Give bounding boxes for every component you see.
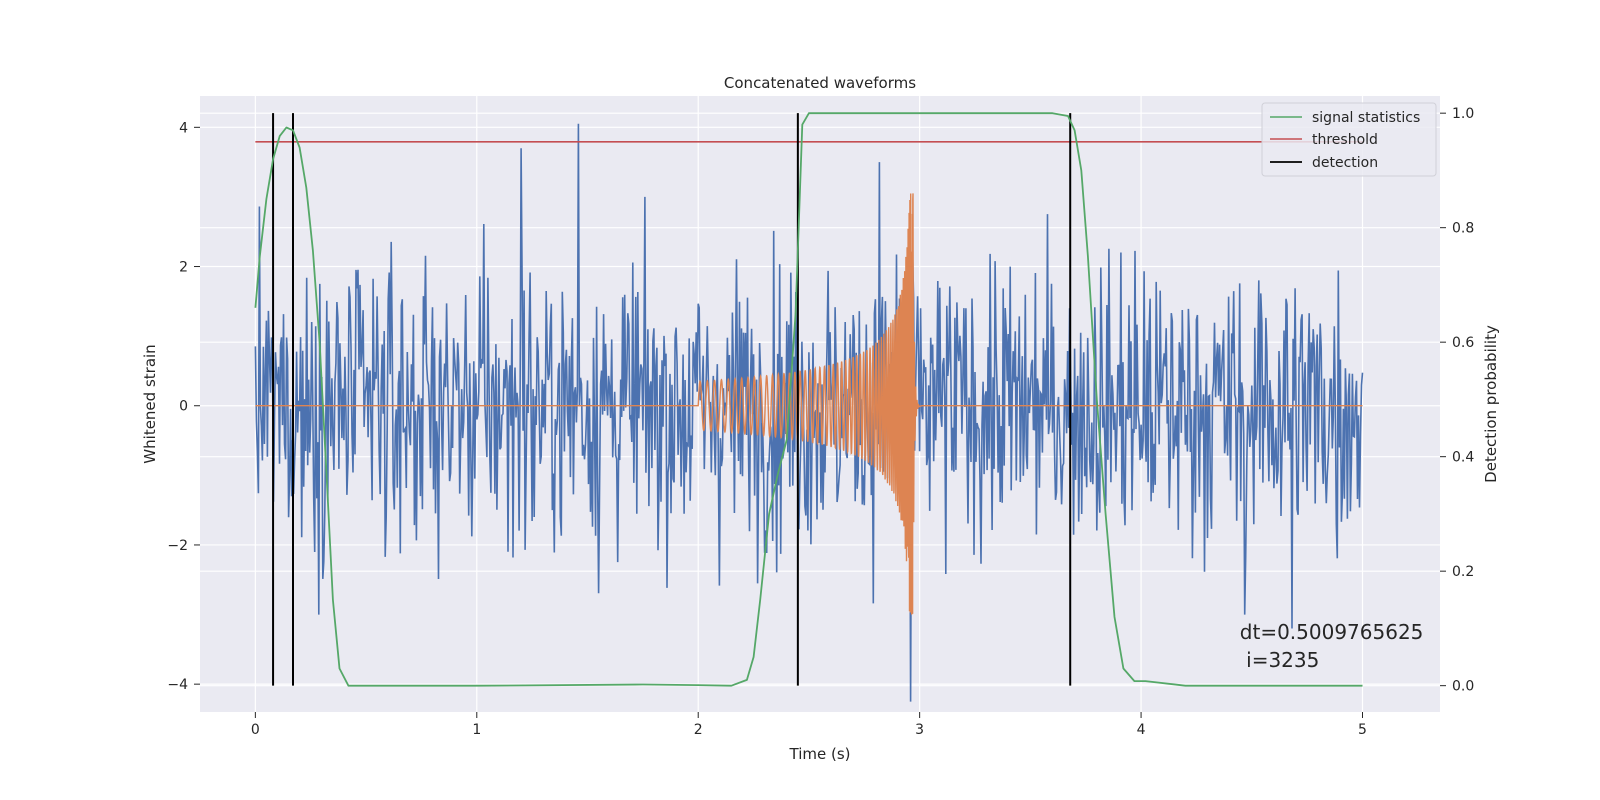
legend: signal statistics threshold detection	[1261, 102, 1437, 177]
template-line	[255, 193, 1363, 615]
annotation-text-1: i=3235	[1240, 648, 1320, 672]
x-tick-label: 1	[472, 722, 481, 738]
strain-series	[254, 123, 1364, 702]
annotations: dt=0.5009765625 i=3235	[1240, 620, 1424, 672]
strain-line	[254, 123, 1364, 702]
y-tick-label: −2	[167, 538, 188, 554]
legend-frame	[1261, 102, 1437, 177]
x-tick-label: 3	[915, 722, 924, 738]
x-tick-label: 4	[1137, 722, 1146, 738]
y-tick-label: 2	[179, 260, 188, 276]
x-axis-label: Time (s)	[789, 745, 851, 763]
template-series	[255, 193, 1363, 615]
y2-tick-label: 0.0	[1452, 679, 1474, 695]
y2-tick-label: 0.2	[1452, 564, 1474, 580]
y2-tick-label: 0.6	[1452, 335, 1474, 351]
y2-tick-label: 0.8	[1452, 221, 1474, 237]
y-axis-label: Whitened strain	[141, 344, 159, 463]
x-tick-label: 5	[1358, 722, 1367, 738]
y-tick-label: 0	[179, 399, 188, 415]
x-tick-label: 2	[694, 722, 703, 738]
ticks: 0 1 2 3 4 5 −4 −2 0 2 4 0.0 0.2 0.4 0.6 0.8 1.0	[167, 106, 1474, 738]
signal-statistics-line	[254, 112, 1363, 687]
legend-label-detection: detection	[1312, 155, 1378, 171]
detection-series	[272, 113, 1072, 686]
y2-tick-label: 0.4	[1452, 450, 1474, 466]
y-tick-label: −4	[167, 677, 188, 693]
y2-tick-label: 1.0	[1452, 106, 1474, 122]
chart-title: Concatenated waveforms	[724, 74, 916, 92]
signal-statistics-series	[254, 112, 1363, 687]
legend-label-signal-statistics: signal statistics	[1312, 110, 1420, 126]
legend-label-threshold: threshold	[1312, 132, 1378, 148]
y-tick-label: 4	[179, 120, 188, 136]
x-tick-label: 0	[251, 722, 260, 738]
y2-axis-label: Detection probability	[1482, 325, 1500, 483]
annotation-text-0: dt=0.5009765625	[1240, 620, 1424, 644]
